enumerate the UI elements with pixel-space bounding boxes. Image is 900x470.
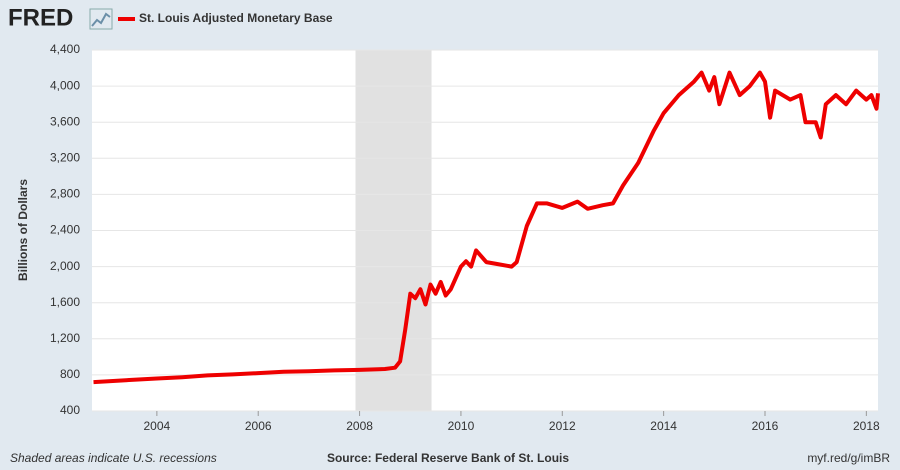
logo-icon xyxy=(89,8,113,30)
y-tick-label: 3,600 xyxy=(50,114,80,128)
footer-note: Shaded areas indicate U.S. recessions xyxy=(10,451,217,465)
y-tick-label: 4,400 xyxy=(50,42,80,56)
x-tick-label: 2012 xyxy=(549,419,576,433)
x-tick-label: 2004 xyxy=(144,419,171,433)
x-tick-label: 2016 xyxy=(752,419,779,433)
legend-label: St. Louis Adjusted Monetary Base xyxy=(139,11,333,25)
y-tick-label: 800 xyxy=(60,367,80,381)
link: myf.red/g/imBR xyxy=(807,451,890,465)
plot-layer xyxy=(92,49,878,412)
y-tick-label: 2,000 xyxy=(50,259,80,273)
source: Source: Federal Reserve Bank of St. Loui… xyxy=(327,451,569,465)
y-tick-label: 1,200 xyxy=(50,331,80,345)
y-tick-label: 2,400 xyxy=(50,223,80,237)
y-tick-label: 400 xyxy=(60,403,80,417)
x-tick-label: 2006 xyxy=(245,419,272,433)
x-tick-label: 2014 xyxy=(650,419,677,433)
y-tick-label: 4,000 xyxy=(50,78,80,92)
series-line xyxy=(93,70,880,385)
y-tick-label: 1,600 xyxy=(50,295,80,309)
x-tick-label: 2010 xyxy=(448,419,475,433)
y-axis-label: Billions of Dollars xyxy=(16,179,30,281)
x-tick-label: 2008 xyxy=(346,419,373,433)
x-tick-label: 2018 xyxy=(853,419,880,433)
y-tick-label: 3,200 xyxy=(50,150,80,164)
y-tick-label: 2,800 xyxy=(50,187,80,201)
logo: FRED xyxy=(8,4,73,31)
